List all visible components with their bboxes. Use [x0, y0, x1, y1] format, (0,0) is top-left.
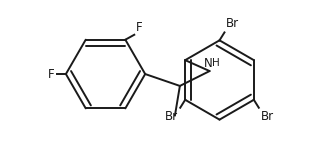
- Text: N: N: [204, 57, 213, 70]
- Text: Br: Br: [165, 110, 178, 123]
- Text: Br: Br: [261, 110, 274, 123]
- Text: Br: Br: [225, 17, 239, 30]
- Text: F: F: [136, 21, 143, 34]
- Text: F: F: [48, 68, 55, 80]
- Text: H: H: [212, 58, 219, 68]
